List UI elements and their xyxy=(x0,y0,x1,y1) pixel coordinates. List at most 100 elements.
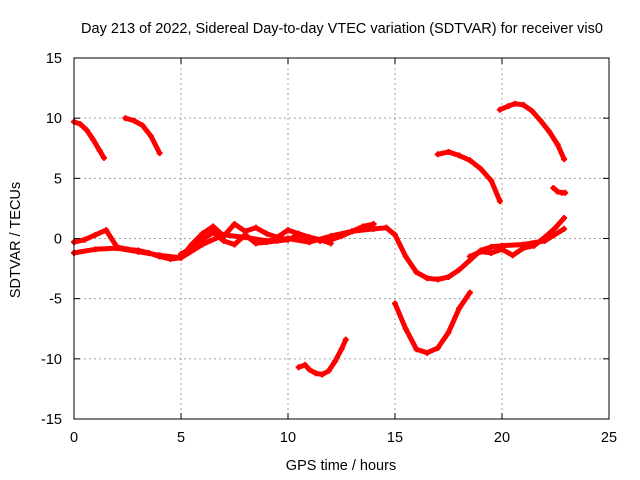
data-point xyxy=(122,115,129,122)
series-trace xyxy=(392,290,473,356)
data-point xyxy=(210,229,217,236)
axis-ticks: 0 5 10 15 20 25 -15 -10 -5 0 5 10 15 xyxy=(41,51,617,446)
data-point xyxy=(424,275,431,282)
data-point xyxy=(541,234,548,241)
data-point xyxy=(220,237,227,244)
data-point xyxy=(445,274,452,281)
y-tick-label: 15 xyxy=(46,51,62,67)
data-point xyxy=(546,128,553,135)
data-point xyxy=(561,215,568,222)
data-point xyxy=(477,248,484,255)
data-point xyxy=(327,236,334,243)
data-point xyxy=(488,243,495,250)
data-point xyxy=(167,255,174,262)
data-point xyxy=(554,188,561,195)
data-point xyxy=(554,141,561,148)
data-point xyxy=(100,154,107,161)
data-point xyxy=(477,165,484,172)
data-point xyxy=(456,152,463,159)
data-point xyxy=(561,156,568,163)
data-point xyxy=(96,147,103,154)
data-point xyxy=(145,249,152,256)
data-point xyxy=(496,106,503,113)
data-point xyxy=(306,234,313,241)
x-axis-label: GPS time / hours xyxy=(286,458,396,474)
data-point xyxy=(83,127,90,134)
data-point xyxy=(511,100,518,107)
data-point xyxy=(90,136,97,143)
data-point xyxy=(312,370,319,377)
series-arc-4 xyxy=(466,215,568,260)
data-point xyxy=(359,223,366,230)
series-arc-11 xyxy=(550,184,569,196)
data-point xyxy=(561,225,568,232)
series-arc-3 xyxy=(178,221,377,258)
series-arc-6 xyxy=(122,115,163,157)
x-tick-label: 15 xyxy=(387,430,403,446)
data-point xyxy=(332,358,339,365)
data-point xyxy=(231,221,238,228)
data-point xyxy=(466,289,473,296)
data-point xyxy=(552,224,559,231)
data-point xyxy=(252,224,259,231)
data-point xyxy=(434,151,441,158)
data-point xyxy=(92,246,99,253)
data-point xyxy=(456,266,463,273)
x-tick-label: 25 xyxy=(601,430,617,446)
data-point xyxy=(413,269,420,276)
data-point xyxy=(488,177,495,184)
data-point xyxy=(392,231,398,238)
series-arc-8 xyxy=(392,289,473,356)
data-point xyxy=(562,189,569,196)
data-point xyxy=(338,346,345,353)
data-point xyxy=(402,253,409,260)
data-point xyxy=(199,230,206,237)
data-point xyxy=(263,239,270,246)
data-point xyxy=(81,236,88,243)
data-point xyxy=(210,223,217,230)
x-tick-label: 5 xyxy=(177,430,185,446)
data-point xyxy=(325,367,332,374)
series-arc-7 xyxy=(295,336,349,378)
data-point xyxy=(199,236,206,243)
data-point xyxy=(383,224,390,231)
data-point xyxy=(342,336,349,343)
series-arc-5 xyxy=(71,118,107,161)
data-point xyxy=(349,228,356,235)
y-tick-label: -5 xyxy=(49,292,62,308)
y-axis-label: SDTVAR / TECUs xyxy=(8,182,24,298)
data-point xyxy=(496,198,503,205)
data-point xyxy=(424,349,431,356)
series-trace xyxy=(467,215,567,259)
data-point xyxy=(413,346,420,353)
series-arc-10 xyxy=(496,100,568,163)
data-point xyxy=(130,117,137,124)
data-point xyxy=(370,221,377,228)
data-point xyxy=(113,243,120,250)
chart-title: Day 213 of 2022, Sidereal Day-to-day VTE… xyxy=(81,21,603,37)
series-arc-2 xyxy=(71,221,334,262)
data-point xyxy=(124,246,131,253)
data-point xyxy=(135,247,142,254)
y-tick-label: -10 xyxy=(41,352,62,368)
data-point xyxy=(263,230,270,237)
data-point xyxy=(520,101,527,108)
data-point xyxy=(156,150,163,157)
data-point xyxy=(392,300,398,307)
data-point xyxy=(488,249,495,256)
x-tick-label: 0 xyxy=(70,430,78,446)
data-point xyxy=(231,241,238,248)
data-point xyxy=(466,253,473,260)
data-point xyxy=(445,329,452,336)
y-tick-label: 10 xyxy=(46,111,62,127)
data-point xyxy=(550,184,557,191)
data-point xyxy=(456,305,463,312)
data-point xyxy=(528,107,535,114)
data-point xyxy=(434,276,441,283)
y-tick-label: 5 xyxy=(54,171,62,187)
data-point xyxy=(338,233,345,240)
series-trace xyxy=(296,337,349,377)
data-point xyxy=(295,364,302,371)
data-point xyxy=(509,252,516,259)
data-point xyxy=(520,245,527,252)
